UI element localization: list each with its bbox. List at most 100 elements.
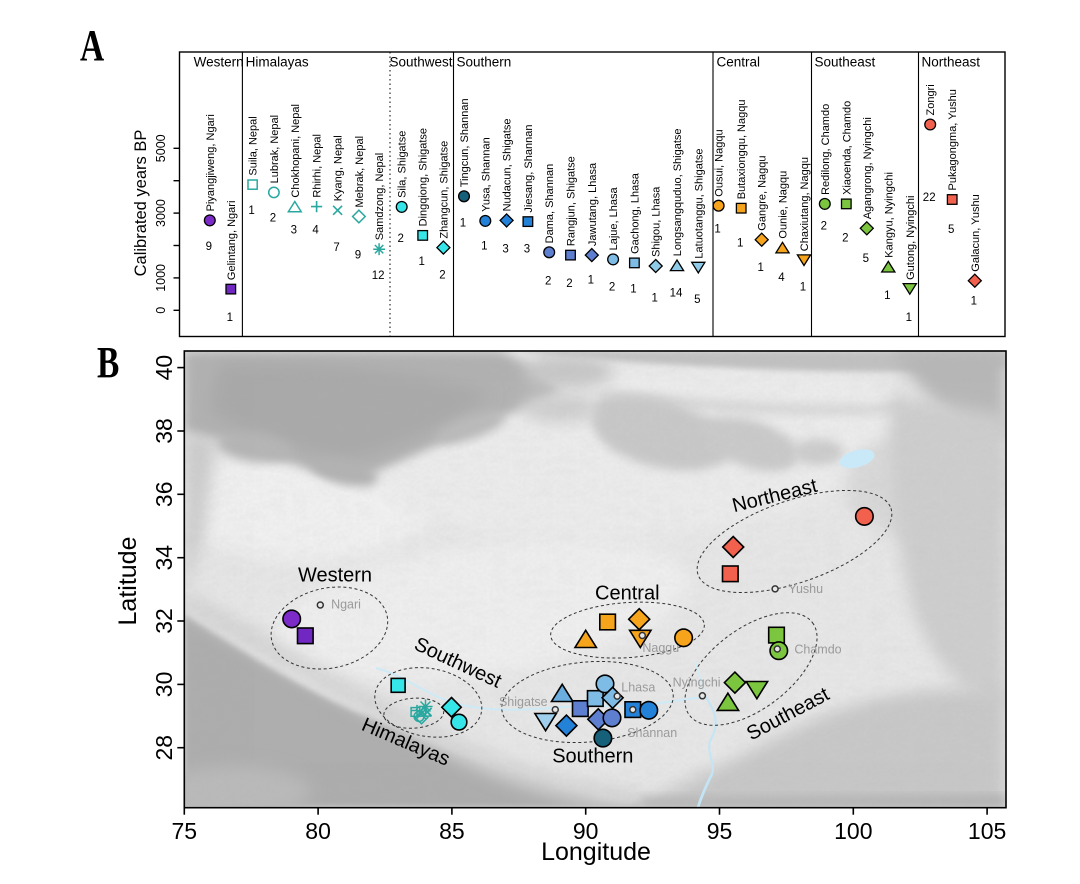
svg-text:Longsangquduo, Shigatse: Longsangquduo, Shigatse bbox=[672, 128, 684, 256]
svg-text:Latuotanggu, Shigatse: Latuotanggu, Shigatse bbox=[693, 149, 705, 259]
svg-text:Nudacun, Shigatse: Nudacun, Shigatse bbox=[502, 118, 514, 211]
svg-text:Redilong, Chamdo: Redilong, Chamdo bbox=[820, 104, 832, 195]
svg-text:1: 1 bbox=[906, 312, 912, 324]
svg-text:Mebrak, Nepal: Mebrak, Nepal bbox=[354, 136, 366, 208]
svg-text:Ousui, Nagqu: Ousui, Nagqu bbox=[714, 129, 726, 196]
svg-text:Western: Western bbox=[194, 55, 244, 70]
svg-text:Piyangjiweng, Ngari: Piyangjiweng, Ngari bbox=[205, 114, 217, 211]
svg-text:5: 5 bbox=[948, 224, 954, 236]
svg-text:Gelintang, Ngari: Gelintang, Ngari bbox=[226, 201, 238, 280]
svg-text:105: 105 bbox=[968, 818, 1006, 844]
svg-text:Nyingchi: Nyingchi bbox=[673, 676, 721, 690]
svg-text:1: 1 bbox=[884, 290, 890, 302]
svg-text:Xiaoenda, Chamdo: Xiaoenda, Chamdo bbox=[841, 101, 853, 195]
svg-text:1: 1 bbox=[651, 292, 657, 304]
svg-text:1: 1 bbox=[971, 296, 977, 308]
svg-text:Southern: Southern bbox=[457, 55, 512, 70]
svg-text:Shannan: Shannan bbox=[627, 726, 677, 740]
svg-text:2: 2 bbox=[609, 281, 615, 293]
svg-text:5: 5 bbox=[863, 253, 869, 265]
svg-text:Shigatse: Shigatse bbox=[499, 695, 548, 709]
svg-text:40: 40 bbox=[151, 355, 177, 381]
svg-text:28: 28 bbox=[151, 735, 177, 761]
svg-text:1: 1 bbox=[737, 238, 743, 250]
svg-text:1: 1 bbox=[588, 275, 594, 287]
svg-text:75: 75 bbox=[172, 818, 198, 844]
svg-text:1: 1 bbox=[481, 240, 487, 252]
svg-text:Sila, Shigatse: Sila, Shigatse bbox=[397, 131, 409, 198]
svg-text:Ngari: Ngari bbox=[331, 597, 361, 611]
svg-text:Zongri: Zongri bbox=[925, 84, 937, 115]
svg-text:Naggu: Naggu bbox=[642, 641, 679, 655]
svg-text:Southern: Southern bbox=[552, 745, 633, 767]
svg-text:Calibrated years BP: Calibrated years BP bbox=[132, 130, 150, 277]
svg-text:Lajue, Lhasa: Lajue, Lhasa bbox=[608, 187, 620, 251]
svg-text:3: 3 bbox=[502, 244, 508, 256]
svg-text:Galacun, Yushu: Galacun, Yushu bbox=[970, 194, 982, 271]
svg-text:90: 90 bbox=[573, 818, 599, 844]
svg-text:Ounie, Nagqu: Ounie, Nagqu bbox=[778, 171, 790, 239]
svg-text:80: 80 bbox=[305, 818, 331, 844]
svg-text:4: 4 bbox=[312, 225, 319, 237]
svg-text:95: 95 bbox=[707, 818, 733, 844]
svg-text:3: 3 bbox=[291, 225, 297, 237]
svg-text:1: 1 bbox=[418, 256, 424, 268]
svg-text:Butaxiongqu, Nagqu: Butaxiongqu, Nagqu bbox=[736, 100, 748, 200]
svg-text:Suila, Nepal: Suila, Nepal bbox=[248, 116, 260, 175]
svg-text:Yusa, Shannan: Yusa, Shannan bbox=[480, 137, 492, 212]
svg-text:2: 2 bbox=[566, 278, 572, 290]
svg-text:2: 2 bbox=[821, 221, 827, 233]
svg-text:Latitude: Latitude bbox=[114, 537, 142, 626]
svg-text:1000: 1000 bbox=[154, 264, 168, 292]
svg-text:12: 12 bbox=[372, 270, 385, 282]
svg-text:9: 9 bbox=[206, 241, 212, 253]
svg-text:3000: 3000 bbox=[154, 199, 168, 227]
svg-text:Gachong, Lhasa: Gachong, Lhasa bbox=[629, 172, 641, 254]
svg-text:Chokhopani, Nepal: Chokhopani, Nepal bbox=[290, 104, 302, 198]
svg-text:0: 0 bbox=[154, 307, 168, 314]
svg-text:5000: 5000 bbox=[154, 134, 168, 162]
svg-text:Southeast: Southeast bbox=[815, 55, 876, 70]
svg-text:Yushu: Yushu bbox=[788, 582, 823, 596]
svg-text:Northeast: Northeast bbox=[922, 55, 981, 70]
svg-text:34: 34 bbox=[151, 545, 177, 571]
svg-text:2: 2 bbox=[842, 233, 848, 245]
svg-text:1: 1 bbox=[714, 224, 720, 236]
svg-text:Himalayas: Himalayas bbox=[246, 55, 309, 70]
svg-text:5: 5 bbox=[694, 294, 700, 306]
svg-text:1: 1 bbox=[800, 282, 806, 294]
svg-text:1: 1 bbox=[227, 312, 233, 324]
svg-text:85: 85 bbox=[439, 818, 465, 844]
svg-text:Southwest: Southwest bbox=[390, 55, 453, 70]
svg-text:9: 9 bbox=[355, 249, 361, 261]
svg-text:Pukagongma, Yushu: Pukagongma, Yushu bbox=[947, 89, 959, 190]
svg-text:2: 2 bbox=[397, 233, 403, 245]
svg-text:1: 1 bbox=[460, 217, 466, 229]
svg-text:Shigou, Lhasa: Shigou, Lhasa bbox=[651, 186, 663, 257]
svg-text:Rhirhi, Nepal: Rhirhi, Nepal bbox=[312, 134, 324, 198]
svg-text:Rangjun, Shigatse: Rangjun, Shigatse bbox=[566, 156, 578, 246]
svg-text:Agangrong, Nyingchi: Agangrong, Nyingchi bbox=[862, 117, 874, 219]
svg-text:Kyang, Nepal: Kyang, Nepal bbox=[333, 135, 345, 201]
svg-text:Lhasa: Lhasa bbox=[621, 680, 655, 694]
svg-text:36: 36 bbox=[151, 482, 177, 508]
svg-text:Gangre, Nagqu: Gangre, Nagqu bbox=[757, 155, 769, 230]
svg-text:Jiesang, Shannan: Jiesang, Shannan bbox=[523, 125, 535, 213]
svg-text:Gutong, Nyingchi: Gutong, Nyingchi bbox=[905, 196, 917, 280]
svg-text:30: 30 bbox=[151, 672, 177, 698]
svg-text:Chamdo: Chamdo bbox=[794, 643, 841, 657]
svg-text:38: 38 bbox=[151, 418, 177, 444]
svg-text:7: 7 bbox=[333, 242, 339, 254]
svg-text:Samdzong, Nepal: Samdzong, Nepal bbox=[374, 153, 386, 240]
svg-text:Dama, Shannan: Dama, Shannan bbox=[544, 164, 556, 244]
svg-text:Central: Central bbox=[717, 55, 761, 70]
svg-text:2: 2 bbox=[439, 270, 445, 282]
svg-text:Dingqiong, Shigatse: Dingqiong, Shigatse bbox=[418, 128, 430, 226]
svg-text:Longitude: Longitude bbox=[541, 838, 651, 866]
svg-text:3: 3 bbox=[524, 244, 530, 256]
svg-text:2: 2 bbox=[545, 275, 551, 287]
svg-text:32: 32 bbox=[151, 608, 177, 634]
svg-text:Lubrak, Nepal: Lubrak, Nepal bbox=[269, 115, 281, 184]
svg-text:4: 4 bbox=[778, 272, 785, 284]
svg-text:Zhangcun, Shigatse: Zhangcun, Shigatse bbox=[438, 141, 450, 239]
